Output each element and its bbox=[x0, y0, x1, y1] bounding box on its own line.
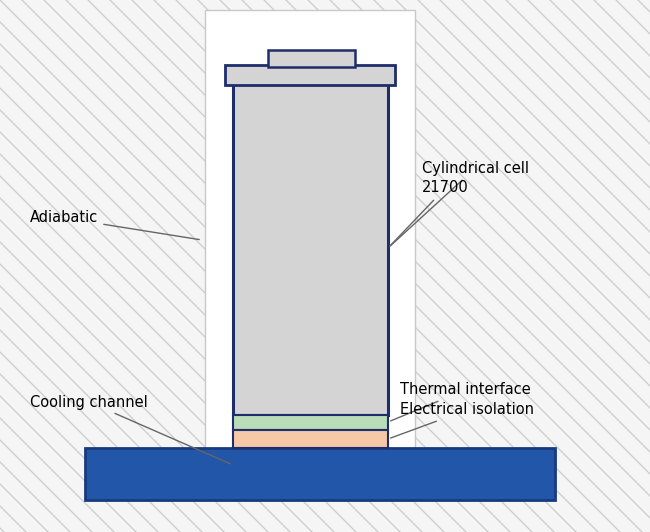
Bar bbox=[268, 50, 355, 67]
Text: Cylindrical cell: Cylindrical cell bbox=[390, 161, 529, 246]
Bar bbox=[233, 82, 388, 415]
Text: Electrical isolation: Electrical isolation bbox=[391, 403, 534, 438]
Text: Thermal interface: Thermal interface bbox=[391, 383, 531, 421]
Text: 21700: 21700 bbox=[390, 180, 469, 246]
Bar bbox=[225, 65, 395, 85]
Bar bbox=[85, 448, 555, 500]
Text: Cooling channel: Cooling channel bbox=[30, 395, 231, 464]
Bar bbox=[205, 10, 415, 460]
Bar bbox=[233, 415, 388, 430]
Bar bbox=[233, 430, 388, 448]
Text: Adiabatic: Adiabatic bbox=[30, 211, 200, 239]
